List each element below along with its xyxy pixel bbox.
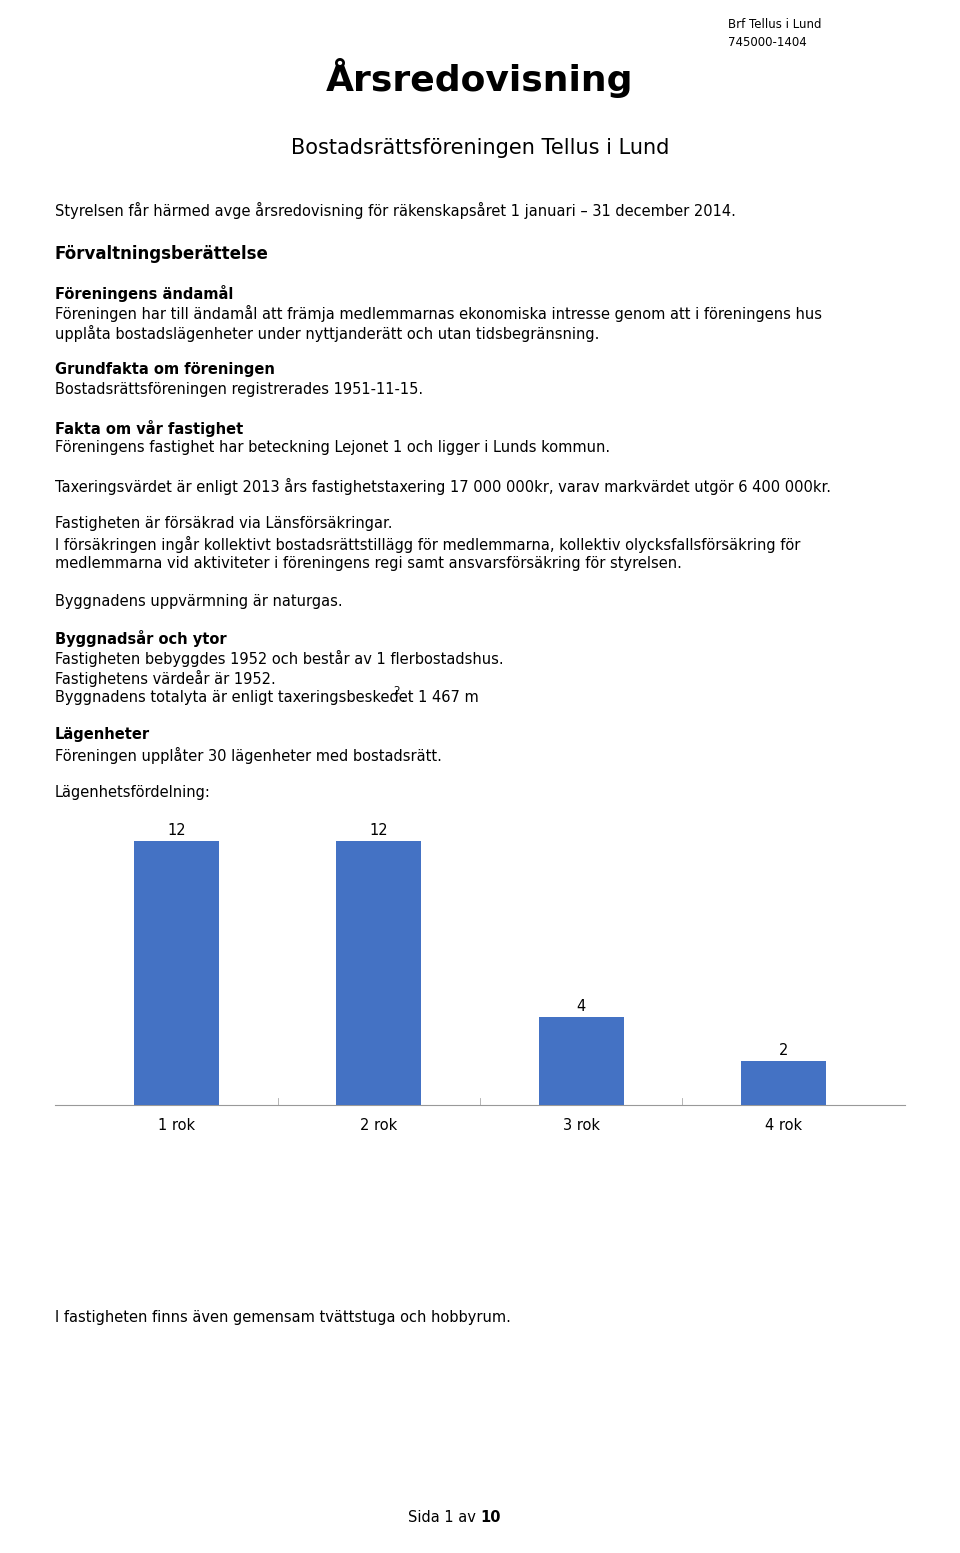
- Text: .: .: [400, 690, 405, 705]
- Bar: [539, 1017, 624, 1106]
- Text: Fakta om vår fastighet: Fakta om vår fastighet: [55, 419, 243, 436]
- Text: Byggnadens uppvärmning är naturgas.: Byggnadens uppvärmning är naturgas.: [55, 593, 343, 609]
- Text: Lägenheter: Lägenheter: [55, 727, 150, 742]
- Text: upplåta bostadslägenheter under nyttjanderätt och utan tidsbegränsning.: upplåta bostadslägenheter under nyttjand…: [55, 325, 599, 342]
- Text: 12: 12: [167, 823, 185, 837]
- Text: Fastighetens värdeår är 1952.: Fastighetens värdeår är 1952.: [55, 669, 276, 686]
- Text: Byggnadens totalyta är enligt taxeringsbeskedet 1 467 m: Byggnadens totalyta är enligt taxeringsb…: [55, 690, 479, 705]
- Text: medlemmarna vid aktiviteter i föreningens regi samt ansvarsförsäkring för styrel: medlemmarna vid aktiviteter i föreningen…: [55, 556, 682, 572]
- Text: Föreningen upplåter 30 lägenheter med bostadsrätt.: Föreningen upplåter 30 lägenheter med bo…: [55, 747, 442, 764]
- Bar: [134, 842, 219, 1106]
- Text: Grundfakta om föreningen: Grundfakta om föreningen: [55, 362, 275, 377]
- Text: Föreningens ändamål: Föreningens ändamål: [55, 286, 233, 301]
- Text: Lägenhetsfördelning:: Lägenhetsfördelning:: [55, 784, 211, 800]
- Text: Byggnadsår och ytor: Byggnadsår och ytor: [55, 631, 227, 648]
- Text: Sida 1 av: Sida 1 av: [407, 1510, 480, 1525]
- Text: Fastigheten bebyggdes 1952 och består av 1 flerbostadshus.: Fastigheten bebyggdes 1952 och består av…: [55, 651, 504, 668]
- Text: I fastigheten finns även gemensam tvättstuga och hobbyrum.: I fastigheten finns även gemensam tvätts…: [55, 1311, 511, 1325]
- Text: Föreningen har till ändamål att främja medlemmarnas ekonomiska intresse genom at: Föreningen har till ändamål att främja m…: [55, 304, 822, 321]
- Bar: [741, 1061, 826, 1106]
- Text: Föreningens fastighet har beteckning Lejonet 1 och ligger i Lunds kommun.: Föreningens fastighet har beteckning Lej…: [55, 439, 611, 455]
- Text: Brf Tellus i Lund: Brf Tellus i Lund: [728, 19, 822, 31]
- Text: 4: 4: [577, 999, 586, 1014]
- Text: 745000-1404: 745000-1404: [728, 36, 806, 50]
- Text: Fastigheten är försäkrad via Länsförsäkringar.: Fastigheten är försäkrad via Länsförsäkr…: [55, 516, 393, 531]
- Text: I försäkringen ingår kollektivt bostadsrättstillägg för medlemmarna, kollektiv o: I försäkringen ingår kollektivt bostadsr…: [55, 536, 801, 553]
- Bar: [336, 842, 421, 1106]
- Text: Taxeringsvärdet är enligt 2013 års fastighetstaxering 17 000 000kr, varav markvä: Taxeringsvärdet är enligt 2013 års fasti…: [55, 478, 831, 495]
- Text: Bostadsrättsföreningen Tellus i Lund: Bostadsrättsföreningen Tellus i Lund: [291, 138, 669, 158]
- Text: 10: 10: [480, 1510, 500, 1525]
- Text: Styrelsen får härmed avge årsredovisning för räkenskapsåret 1 januari – 31 decem: Styrelsen får härmed avge årsredovisning…: [55, 202, 736, 219]
- Text: Bostadsrättsföreningen registrerades 1951-11-15.: Bostadsrättsföreningen registrerades 195…: [55, 382, 423, 398]
- Text: Årsredovisning: Årsredovisning: [326, 57, 634, 98]
- Text: 2: 2: [394, 686, 400, 696]
- Text: 2: 2: [779, 1042, 788, 1058]
- Text: 12: 12: [370, 823, 388, 837]
- Text: Förvaltningsberättelse: Förvaltningsberättelse: [55, 245, 269, 262]
